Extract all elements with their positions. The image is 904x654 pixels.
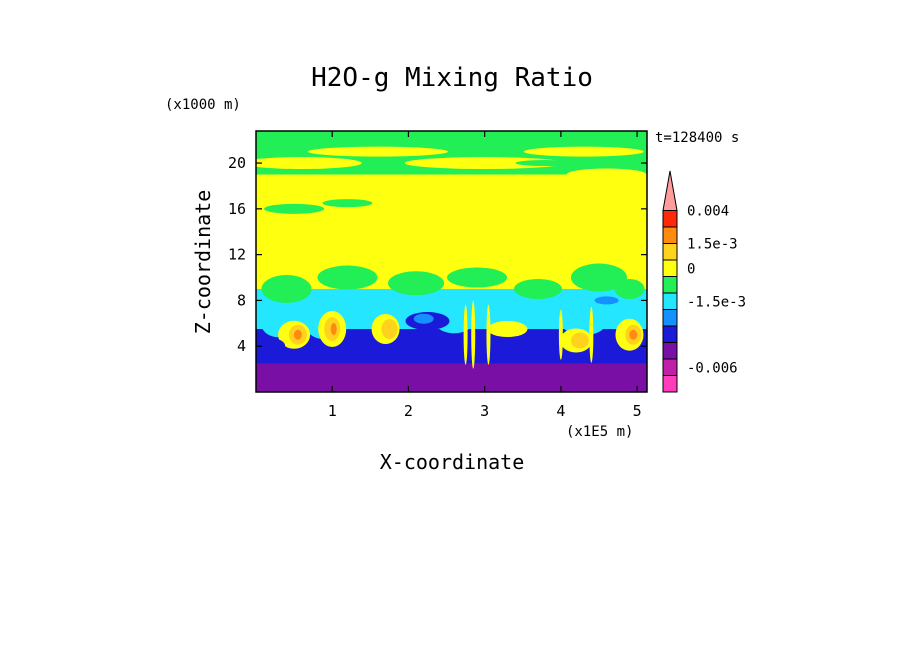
colorbar-swatch [662,292,678,310]
time-label: t=128400 s [655,130,739,146]
colorbar-swatch [662,375,678,393]
contour-patch [472,371,573,384]
contour-patch [317,265,378,290]
contour-patch [256,370,377,387]
contour-patch [383,178,494,193]
contour-patch [257,338,286,355]
y-tick-label: 4 [237,337,246,355]
contour-patch [566,168,647,181]
colorbar-swatch [662,210,678,228]
contour-patch [525,344,566,359]
contour-patch [570,263,627,292]
contour-patch [293,329,302,340]
contour-patch [413,313,434,324]
plot-frame [255,130,648,393]
colorbar-label: 0 [687,261,695,277]
contour-patch [514,278,563,299]
colorbar-label: -0.006 [687,360,738,376]
x-tick-label: 2 [404,402,413,420]
y-tick-label: 12 [228,246,246,264]
colorbar-swatch [662,243,678,261]
colorbar-label: 0.004 [687,204,729,220]
x-tick-label: 3 [480,402,489,420]
contour-patch [614,278,645,299]
contour-patch [429,142,510,149]
x-tick-label: 4 [556,402,565,420]
colorbar-arrow [662,170,678,211]
colorbar: 0.004 1.5e-3 0 -1.5e-3 -0.006 [662,170,746,393]
contour-patch [447,267,508,288]
x-axis: 1 2 3 4 5 [328,131,642,420]
chart-title: H2O-g Mixing Ratio [311,63,593,93]
contour-patch [368,373,449,388]
y-scale-label: (x1000 m) [165,97,241,113]
contour-fill [256,131,647,392]
contour-patch [498,301,547,322]
colorbar-swatch [662,259,678,277]
colorbar-swatch [662,276,678,294]
contour-patch [487,321,528,338]
contour-patch [629,329,638,340]
contour-patch [404,157,565,170]
contour-patch [566,373,647,388]
contour-patch [460,337,509,356]
x-tick-label: 1 [328,402,337,420]
contour-patch [307,146,448,157]
contour-patch [471,300,476,369]
contour-patch [486,304,491,365]
contour-patch [463,304,468,365]
x-scale-label: (x1E5 m) [566,424,633,440]
colorbar-swatch [662,342,678,360]
x-axis-title: X-coordinate [380,450,525,474]
y-tick-label: 16 [228,200,246,218]
contour-patch [381,319,398,340]
y-axis: 4 8 12 16 20 [228,154,647,355]
colorbar-swatch [662,309,678,327]
contour-patch [594,296,619,305]
contour-patch [570,332,589,349]
colorbar-label: -1.5e-3 [687,294,746,310]
colorbar-swatch [662,226,678,244]
contour-patch [363,299,408,324]
x-tick-label: 5 [633,402,642,420]
contour-patch [558,309,563,360]
colorbar-swatch [662,358,678,376]
y-tick-label: 20 [228,154,246,172]
contour-patch [261,274,312,303]
contour-patch [264,203,325,214]
contour-patch [256,157,362,170]
contour-patch [330,323,337,336]
plot-area [255,130,648,393]
contour-patch [515,160,576,167]
contour-patch [388,271,445,296]
y-tick-label: 8 [237,291,246,309]
contour-patch [322,199,373,208]
colorbar-swatch [662,325,678,343]
colorbar-label: 1.5e-3 [687,237,738,253]
contour-patch [589,306,594,363]
y-axis-title: Z-coordinate [191,190,215,335]
contour-patch [523,146,644,157]
